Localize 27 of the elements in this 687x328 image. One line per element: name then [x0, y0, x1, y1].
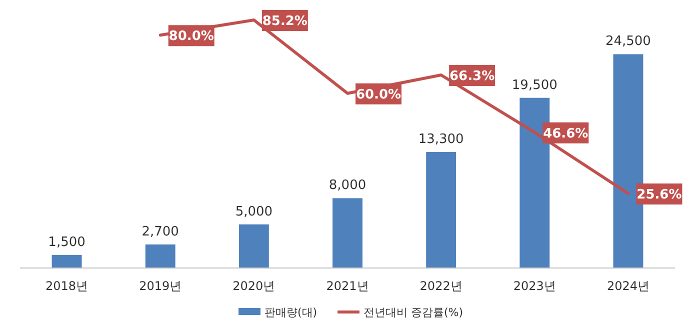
bar	[145, 244, 176, 268]
data-label: 80.0%	[168, 29, 214, 44]
x-tick-label: 2023년	[513, 279, 556, 293]
data-label: 85.2%	[262, 14, 308, 29]
data-label: 25.6%	[636, 187, 682, 202]
data-label: 2,700	[142, 224, 179, 240]
data-label: 60.0%	[356, 87, 402, 102]
data-label: 19,500	[512, 78, 558, 93]
legend-label: 전년대비 증감률(%)	[364, 306, 464, 319]
data-label: 24,500	[605, 34, 651, 50]
x-tick-label: 2018년	[46, 279, 88, 293]
data-label: 1,500	[48, 234, 86, 250]
x-tick-label: 2022년	[420, 279, 462, 293]
legend-label: 판매량(대)	[264, 306, 318, 319]
x-tick-label: 2024년	[606, 279, 650, 293]
data-label: 66.3%	[450, 69, 495, 84]
x-tick-label: 2020년	[232, 279, 276, 293]
data-label: 13,300	[418, 132, 464, 147]
data-label: 46.6%	[543, 126, 588, 142]
bar	[426, 152, 456, 268]
bar	[238, 224, 269, 268]
bar	[332, 198, 362, 268]
x-tick-label: 2019년	[139, 279, 182, 293]
data-label: 8,000	[328, 178, 366, 194]
bar	[52, 254, 82, 268]
data-label: 5,000	[235, 204, 273, 220]
x-tick-label: 2021년	[326, 279, 369, 293]
